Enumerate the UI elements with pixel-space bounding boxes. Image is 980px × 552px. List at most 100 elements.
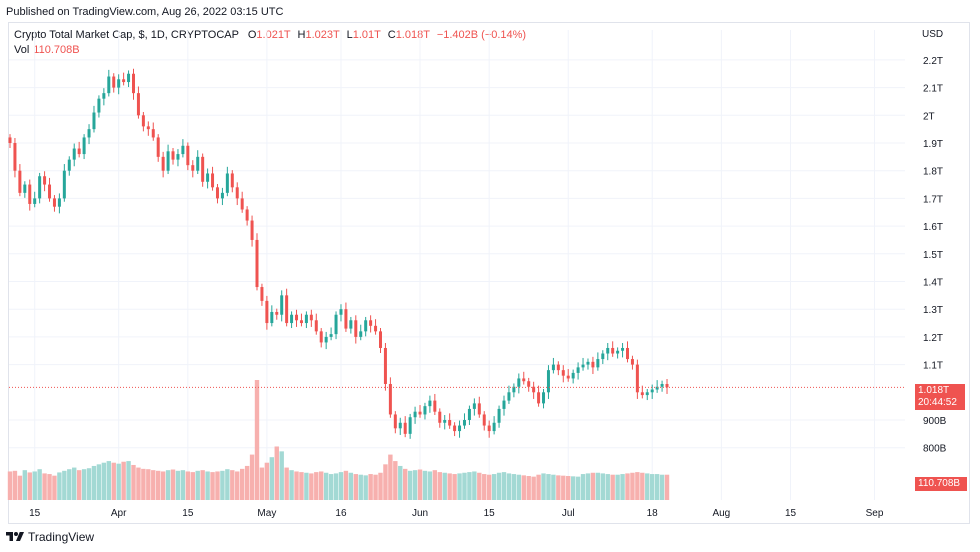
- y-tick-label: 1.4T: [923, 278, 943, 289]
- candle-body: [166, 151, 170, 171]
- volume-bar: [304, 472, 309, 500]
- volume-bar: [333, 473, 339, 500]
- y-tick-label: 2T: [923, 111, 935, 122]
- currency-label[interactable]: USD: [922, 29, 944, 40]
- candle-body: [314, 320, 318, 332]
- volume-bar: [126, 461, 131, 500]
- volume-bar: [175, 470, 181, 500]
- volume-bar: [437, 472, 442, 500]
- candle-body: [107, 76, 111, 94]
- y-tick-label: 1.8T: [923, 167, 943, 178]
- volume-bar: [393, 461, 398, 500]
- candle-body: [561, 370, 565, 376]
- volume-legend: Vol 110.708B: [14, 44, 80, 56]
- candle-body: [364, 320, 368, 332]
- volume-bar: [185, 471, 191, 500]
- x-tick-label: Aug: [712, 508, 730, 519]
- volume-bar: [57, 472, 62, 500]
- candle-body: [280, 295, 284, 315]
- candle-body: [635, 364, 639, 393]
- volume-bar: [664, 474, 670, 500]
- candle-body: [304, 314, 308, 324]
- volume-bar: [600, 473, 605, 500]
- candle-body: [472, 403, 476, 409]
- volume-bar: [447, 473, 452, 500]
- volume-bar: [353, 474, 358, 500]
- candle-body: [112, 76, 116, 88]
- volume-bar: [249, 454, 255, 500]
- candle-body: [596, 359, 600, 368]
- candle-body: [230, 173, 234, 188]
- candle-body: [502, 400, 506, 409]
- y-tick-label: 900B: [923, 416, 947, 427]
- candle-body: [299, 320, 303, 324]
- candle-body: [146, 126, 150, 130]
- volume-bar: [121, 461, 126, 500]
- candle-body: [507, 392, 511, 401]
- candle-body: [52, 198, 56, 207]
- candle-body: [551, 364, 555, 371]
- volume-bar: [388, 454, 393, 500]
- volume-bar: [106, 461, 111, 500]
- volume-bar: [190, 472, 195, 500]
- candle-body: [43, 176, 47, 185]
- candle-body: [334, 314, 338, 335]
- candle-body: [240, 198, 244, 210]
- volume-bar: [422, 470, 428, 500]
- volume-bar: [111, 462, 116, 500]
- candle-body: [77, 148, 81, 155]
- candle-body: [359, 331, 363, 337]
- x-tick-label: 15: [29, 508, 41, 519]
- volume-bar: [635, 472, 640, 500]
- volume-bar: [378, 472, 383, 500]
- volume-bar: [91, 465, 97, 500]
- volume-bar: [230, 470, 235, 500]
- volume-bar: [160, 471, 166, 500]
- candle-body: [388, 383, 392, 415]
- volume-bar: [299, 472, 304, 500]
- candle-body: [630, 359, 634, 365]
- volume-label[interactable]: Vol: [14, 44, 30, 56]
- volume-bar: [225, 469, 230, 500]
- symbol-name[interactable]: Crypto Total Market Cap, $, 1D, CRYPTOCA…: [14, 29, 239, 41]
- candle-body: [8, 137, 12, 143]
- volume-bar: [309, 473, 314, 500]
- volume-bar: [452, 474, 457, 500]
- symbol-legend: Crypto Total Market Cap, $, 1D, CRYPTOCA…: [14, 29, 526, 41]
- candle-body: [181, 145, 185, 155]
- volume-bar: [486, 474, 492, 500]
- candle-body: [102, 93, 106, 99]
- candle-body: [13, 143, 17, 171]
- candle-body: [117, 79, 121, 88]
- volume-bar: [531, 476, 536, 500]
- volume-bar: [363, 475, 368, 500]
- candle-body: [393, 414, 397, 429]
- volume-bar: [482, 474, 487, 500]
- volume-bar: [358, 474, 363, 500]
- candle-body: [176, 154, 180, 160]
- candle-body: [235, 187, 239, 199]
- y-tick-label: 2.2T: [923, 56, 943, 67]
- x-tick-label: Apr: [111, 508, 127, 519]
- candle-body: [423, 406, 427, 415]
- volume-bar: [595, 472, 601, 500]
- y-tick-label: 1.5T: [923, 250, 943, 261]
- candle-body: [255, 239, 259, 288]
- candle-body: [527, 381, 531, 387]
- volume-bar: [516, 474, 522, 500]
- candle-body: [132, 73, 135, 94]
- candle-body: [329, 334, 333, 337]
- footer-brand[interactable]: TradingView: [6, 530, 94, 544]
- volume-bar: [12, 470, 18, 500]
- candle-body: [665, 383, 669, 388]
- candle-body: [418, 411, 422, 415]
- volume-bar: [76, 470, 82, 500]
- candle-body: [542, 392, 546, 404]
- candle-body: [136, 93, 140, 116]
- candle-body: [349, 320, 353, 329]
- volume-bar: [254, 380, 260, 500]
- candle-body: [438, 411, 442, 423]
- candle-body: [211, 173, 215, 188]
- volume-bar: [67, 469, 72, 500]
